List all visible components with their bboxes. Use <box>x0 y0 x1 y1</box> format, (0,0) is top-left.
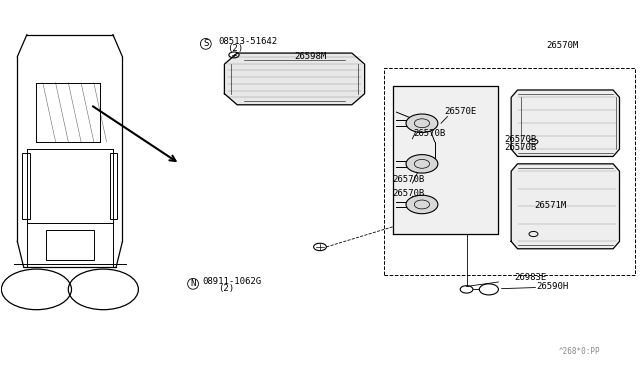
Polygon shape <box>225 53 365 105</box>
Bar <box>46 230 94 260</box>
Text: N: N <box>190 279 196 288</box>
Bar <box>384 68 636 275</box>
Text: 26570E: 26570E <box>444 107 477 116</box>
Text: 08911-1062G: 08911-1062G <box>202 277 261 286</box>
Circle shape <box>406 155 438 173</box>
Text: 08513-51642: 08513-51642 <box>218 37 277 46</box>
Polygon shape <box>511 90 620 157</box>
Text: 26570B: 26570B <box>392 175 424 184</box>
Text: 26571M: 26571M <box>535 201 567 210</box>
Text: 26570B: 26570B <box>505 135 537 144</box>
Text: 26598M: 26598M <box>294 52 327 61</box>
Bar <box>22 153 30 219</box>
Text: (2): (2) <box>218 284 234 293</box>
Polygon shape <box>394 86 499 234</box>
Text: ^268*0:PP: ^268*0:PP <box>559 347 600 356</box>
Text: 26983E: 26983E <box>515 273 547 282</box>
Text: 26570M: 26570M <box>546 41 579 49</box>
Text: (2): (2) <box>228 44 244 53</box>
Text: 26570B: 26570B <box>413 129 446 138</box>
Bar <box>109 153 117 219</box>
Text: 26570B: 26570B <box>392 189 424 198</box>
Text: S: S <box>203 39 209 48</box>
Circle shape <box>406 114 438 132</box>
Text: 26590H: 26590H <box>537 282 569 291</box>
Text: 26570B: 26570B <box>505 143 537 152</box>
Polygon shape <box>511 164 620 249</box>
Circle shape <box>406 195 438 214</box>
